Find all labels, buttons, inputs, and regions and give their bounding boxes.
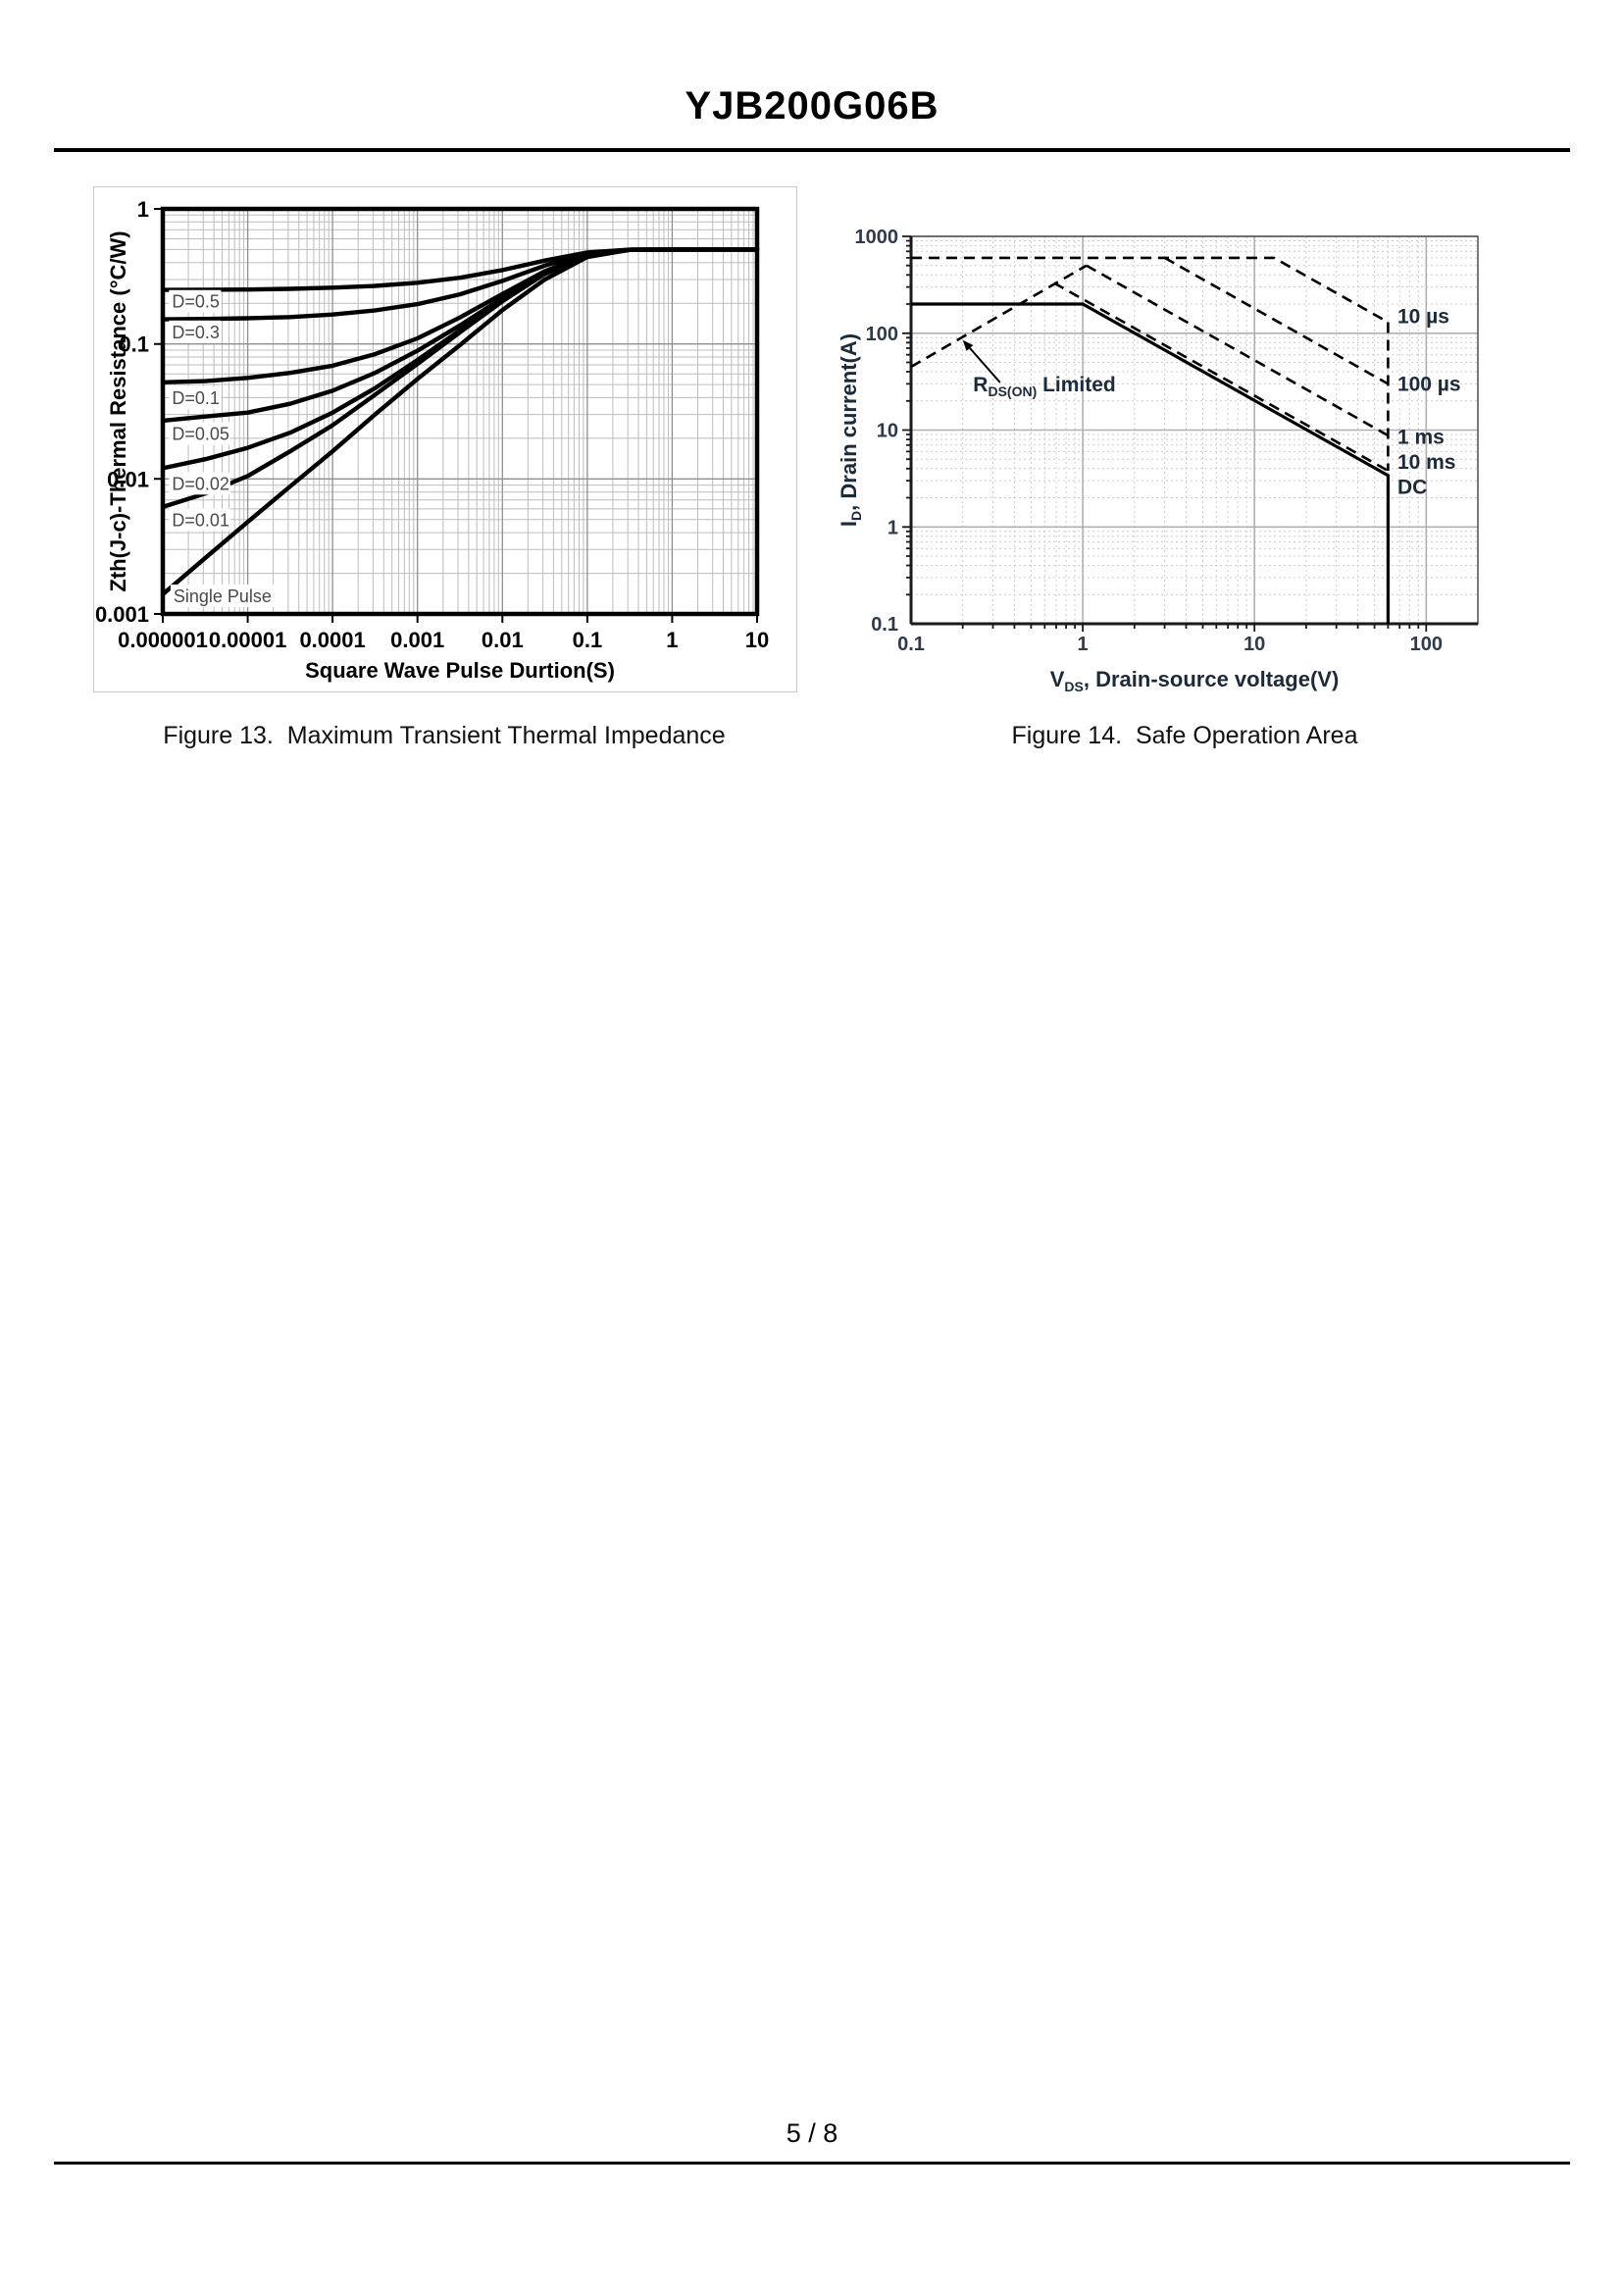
- x-axis-title: VDS, Drain-source voltage(V): [1050, 667, 1340, 694]
- annotation-arrow-head: [962, 339, 974, 351]
- x-tick-label: 0.00001: [209, 628, 287, 652]
- x-tick-label: 1: [666, 628, 678, 652]
- curve-label-bg: [170, 585, 287, 608]
- x-tick-label: 0.01: [482, 628, 524, 652]
- curve-label: Single Pulse: [174, 586, 272, 606]
- curve-10-ms: [1053, 281, 1390, 473]
- axis-ticks: [902, 235, 1428, 632]
- figure13-panel: D=0.5 D=0.3 D=0.1 D=0.05 D=0.02 D=0.01 Single …: [93, 186, 797, 692]
- curve-label-bg: [169, 472, 230, 495]
- curve-dc: [911, 302, 1390, 624]
- y-tick-label: 0.001: [95, 602, 149, 627]
- thermal-impedance-chart: D=0.5 D=0.3 D=0.1 D=0.05 D=0.02 D=0.01 Single …: [95, 197, 769, 683]
- x-tick-label: 0.1: [897, 634, 925, 655]
- plot-border: [160, 206, 760, 617]
- annotation-arrow-line: [969, 347, 1001, 383]
- minor-gridlines: [163, 209, 757, 614]
- curve-label: D=0.01: [172, 510, 229, 530]
- x-tick-label: 0.1: [573, 628, 603, 652]
- figure14-caption: Figure 14. Safe Operation Area: [1011, 722, 1358, 749]
- y-tick-label: 100: [866, 324, 898, 345]
- curve-label: D=0.05: [172, 425, 229, 444]
- series-label: 100 µs: [1397, 373, 1461, 395]
- page-number: 5 / 8: [786, 2118, 838, 2148]
- x-tick-label: 10: [1243, 634, 1265, 655]
- header-divider: [54, 148, 1570, 152]
- series-label: 10 µs: [1397, 305, 1449, 328]
- series-label: 10 ms: [1397, 451, 1456, 474]
- y-tick-label: 1: [888, 517, 898, 538]
- curve-label-bg: [169, 422, 230, 445]
- curve-label-bg: [169, 508, 230, 532]
- axis-ticks: [154, 208, 758, 623]
- curve-label: D=0.3: [172, 323, 220, 342]
- figure13-caption: Figure 13. Maximum Transient Thermal Imp…: [163, 722, 726, 749]
- curve-label: D=0.5: [172, 292, 220, 312]
- y-tick-label: 1: [137, 197, 149, 222]
- curve-label: D=0.02: [172, 474, 229, 493]
- x-tick-label: 0.001: [390, 628, 444, 652]
- x-tick-label: 100: [1410, 634, 1443, 655]
- y-tick-label: 10: [877, 421, 898, 442]
- x-tick-label: 0.000001: [118, 628, 208, 652]
- y-tick-label: 0.01: [107, 467, 149, 491]
- major-gridlines: [911, 235, 1478, 624]
- y-tick-label: 0.1: [119, 332, 149, 357]
- curve-1-ms: [1086, 264, 1390, 437]
- x-axis-title: Square Wave Pulse Durtion(S): [305, 658, 615, 683]
- y-axis-title: ID, Drain current(A): [837, 333, 864, 527]
- curve-100-µs: [1163, 256, 1390, 385]
- curve-single-pulse: [160, 247, 760, 597]
- x-tick-label: 0.0001: [299, 628, 365, 652]
- curve-label: D=0.1: [172, 388, 220, 408]
- curve-label-bg: [169, 386, 222, 410]
- y-tick-label: 0.1: [871, 614, 898, 636]
- rdson-annotation: RDS(ON) Limited: [973, 374, 1115, 399]
- series-label: 1 ms: [1397, 427, 1445, 449]
- page-title: YJB200G06B: [685, 84, 939, 127]
- curve-label-bg: [169, 289, 222, 313]
- series-label: DC: [1397, 476, 1427, 498]
- curve-label-bg: [169, 320, 222, 343]
- x-tick-label: 1: [1078, 634, 1089, 655]
- y-axis-title: Zth(J-c)-Thermal Resistance (°C/W): [106, 230, 130, 591]
- y-tick-label: 1000: [855, 227, 899, 248]
- footer-divider: [54, 2162, 1570, 2165]
- x-tick-label: 10: [745, 628, 769, 652]
- curve-rds(on)-limit: [910, 264, 1088, 369]
- curve-10-µs: [911, 256, 1390, 324]
